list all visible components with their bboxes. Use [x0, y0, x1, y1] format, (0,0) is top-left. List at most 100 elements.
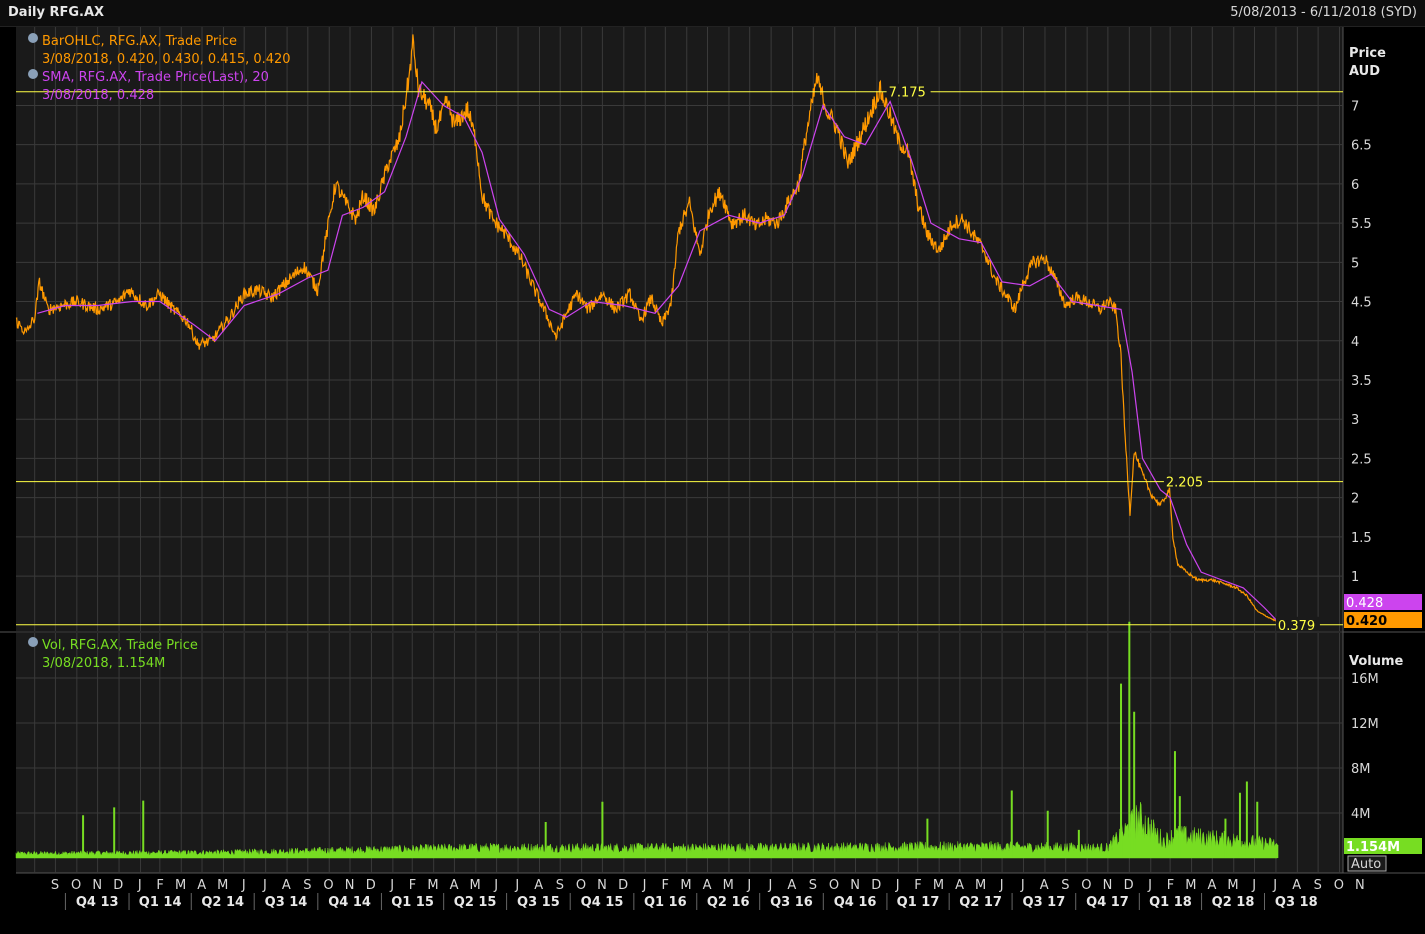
- sma-value-tag-bg: [1344, 594, 1422, 610]
- volume-bars: [15, 621, 1279, 859]
- horizontal-line-label-bg: [886, 83, 931, 98]
- month-tick-label: S: [809, 878, 817, 893]
- month-tick-label: D: [366, 878, 376, 893]
- month-tick-label: F: [1167, 878, 1174, 893]
- month-tick-label: N: [597, 878, 607, 893]
- legend-sma-icon[interactable]: [28, 69, 38, 79]
- volume-spike: [1010, 790, 1013, 858]
- month-tick-label: J: [389, 878, 394, 893]
- month-tick-label: S: [1061, 878, 1069, 893]
- month-tick-label: J: [767, 878, 772, 893]
- volume-spike: [544, 822, 547, 858]
- legend-price-name: BarOHLC, RFG.AX, Trade Price: [42, 34, 237, 49]
- quarter-tick-label: Q4 16: [834, 895, 877, 910]
- volume-spike: [1173, 751, 1176, 858]
- quarter-tick-label: Q2 18: [1212, 895, 1255, 910]
- month-tick-label: S: [1314, 878, 1322, 893]
- month-tick-label: M: [470, 878, 481, 893]
- volume-spike: [1046, 810, 1049, 858]
- horizontal-line-label: 2.205: [1166, 476, 1203, 491]
- month-tick-label: J: [895, 878, 900, 893]
- month-tick-label: S: [303, 878, 311, 893]
- quarter-tick-label: Q3 15: [517, 895, 560, 910]
- month-tick-label: J: [493, 878, 498, 893]
- month-tick-label: J: [137, 878, 142, 893]
- price-tick-label: 4: [1351, 335, 1359, 350]
- legend-sma-name: SMA, RFG.AX, Trade Price(Last), 20: [42, 70, 269, 85]
- quarter-tick-label: Q2 14: [201, 895, 244, 910]
- quarter-tick-label: Q1 16: [644, 895, 687, 910]
- month-tick-label: M: [217, 878, 228, 893]
- month-tick-label: M: [1185, 878, 1196, 893]
- month-tick-label: J: [1251, 878, 1256, 893]
- volume-value-tag-bg: [1344, 838, 1422, 854]
- volume-spike: [1224, 818, 1227, 858]
- quarter-tick-label: Q2 16: [707, 895, 750, 910]
- volume-tick-label: 4M: [1351, 807, 1371, 822]
- month-tick-label: N: [1103, 878, 1113, 893]
- price-tick-label: 6.5: [1351, 139, 1372, 154]
- chart-title: Daily RFG.AX: [8, 5, 105, 20]
- month-tick-label: F: [662, 878, 669, 893]
- legend-price-icon[interactable]: [28, 33, 38, 43]
- title-bar: Daily RFG.AX 5/08/2013 - 6/11/2018 (SYD): [0, 0, 1425, 27]
- month-tick-label: N: [345, 878, 355, 893]
- month-tick-label: O: [323, 878, 333, 893]
- month-tick-label: A: [450, 878, 459, 893]
- volume-spike: [142, 800, 145, 858]
- month-tick-label: F: [156, 878, 163, 893]
- sma-line: [37, 80, 1278, 622]
- month-tick-label: M: [175, 878, 186, 893]
- month-tick-label: M: [975, 878, 986, 893]
- month-tick-label: M: [680, 878, 691, 893]
- month-tick-label: A: [703, 878, 712, 893]
- horizontal-line-label-bg: [1275, 616, 1320, 631]
- auto-scale-label[interactable]: Auto: [1351, 857, 1381, 872]
- price-axis-unit: AUD: [1349, 64, 1380, 79]
- price-value-tag: 0.420: [1346, 614, 1387, 629]
- horizontal-line-label-bg: [1163, 473, 1208, 488]
- quarter-tick-label: Q4 15: [581, 895, 624, 910]
- volume-spike: [601, 801, 604, 858]
- month-tick-label: A: [1040, 878, 1049, 893]
- legend-vol-values: 3/08/2018, 1.154M: [42, 656, 165, 671]
- month-tick-label: O: [71, 878, 81, 893]
- volume-axis-ticks: 4M 8M 12M 16M: [1351, 672, 1379, 822]
- volume-tick-label: 12M: [1351, 717, 1379, 732]
- month-tick-label: M: [1227, 878, 1238, 893]
- price-tick-label: 4.5: [1351, 296, 1372, 311]
- month-tick-label: F: [409, 878, 416, 893]
- date-range: 5/08/2013 - 6/11/2018 (SYD): [1230, 5, 1417, 20]
- volume-spike: [1238, 792, 1241, 858]
- legend-sma-values: 3/08/2018, 0.428: [42, 88, 154, 103]
- month-tick-label: O: [1334, 878, 1344, 893]
- horizontal-line-label: 0.379: [1278, 619, 1315, 634]
- volume-value-tag: 1.154M: [1346, 840, 1400, 855]
- quarter-tick-label: Q1 17: [897, 895, 940, 910]
- legend-price-values: 3/08/2018, 0.420, 0.430, 0.415, 0.420: [42, 52, 291, 67]
- volume-spike: [113, 807, 116, 858]
- month-tick-label: J: [514, 878, 519, 893]
- month-tick-label: A: [197, 878, 206, 893]
- month-tick-label: O: [576, 878, 586, 893]
- legend-vol-icon[interactable]: [28, 637, 38, 647]
- volume-spike: [1133, 711, 1136, 858]
- sma-value-tag: 0.428: [1346, 596, 1383, 611]
- month-tick-label: N: [1355, 878, 1365, 893]
- month-tick-label: A: [1207, 878, 1216, 893]
- volume-spike: [82, 815, 85, 858]
- month-tick-label: D: [113, 878, 123, 893]
- quarter-tick-label: Q2 17: [959, 895, 1002, 910]
- volume-spike: [1077, 829, 1080, 858]
- month-tick-label: A: [534, 878, 543, 893]
- month-tick-label: J: [1147, 878, 1152, 893]
- price-tick-label: 5: [1351, 256, 1359, 271]
- month-tick-label: J: [999, 878, 1004, 893]
- price-tick-label: 2: [1351, 492, 1359, 507]
- month-tick-label: D: [618, 878, 628, 893]
- horizontal-line-label: 7.175: [889, 86, 926, 101]
- volume-area: [15, 802, 1278, 859]
- auto-scale-button[interactable]: [1347, 855, 1387, 872]
- volume-tick-label: 8M: [1351, 762, 1371, 777]
